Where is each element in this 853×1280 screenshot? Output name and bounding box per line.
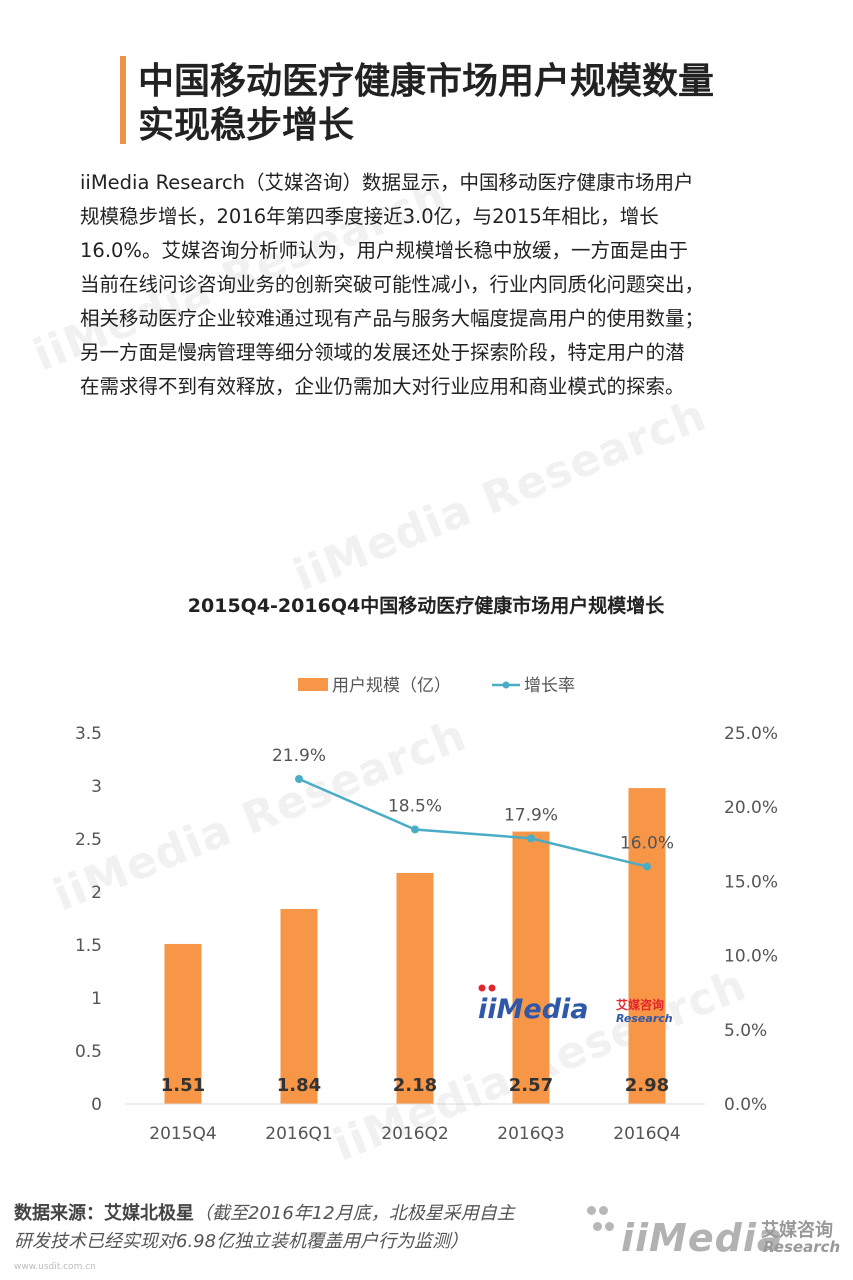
x-tick-label: 2016Q4	[613, 1124, 680, 1144]
body-line: 另一方面是慢病管理等细分领域的发展还处于探索阶段，特定用户的潜	[80, 341, 685, 364]
page-title-line: 中国移动医疗健康市场用户规模数量	[138, 61, 715, 102]
source-note: （截至2016年12月底，北极星采用自主	[194, 1203, 515, 1224]
body-line: 规模稳步增长，2016年第四季度接近3.0亿，与2015年相比，增长	[80, 205, 659, 228]
rate-point	[411, 825, 419, 834]
y-tick-right: 25.0%	[724, 724, 778, 744]
y-tick-left: 1	[91, 989, 102, 1009]
chart-center-logo: iiMedia 艾媒咨询 Research	[478, 984, 673, 1025]
body-line: 在需求得不到有效释放，企业仍需加大对行业应用和商业模式的探索。	[80, 375, 685, 398]
bar	[280, 908, 318, 1104]
logo-dot-icon	[478, 984, 486, 992]
logo-dot-icon	[488, 984, 496, 992]
bar-value-label: 1.84	[277, 1075, 321, 1096]
y-tick-right: 0.0%	[724, 1095, 767, 1115]
rate-value-label: 17.9%	[504, 805, 558, 825]
bar-value-label: 2.98	[625, 1075, 669, 1096]
logo-main-text: iiMedia	[621, 1216, 784, 1260]
y-tick-left: 3	[91, 777, 102, 797]
x-tick-label: 2016Q2	[381, 1124, 448, 1144]
bar-value-label: 1.51	[161, 1075, 205, 1096]
source-label: 数据来源：艾媒北极星	[14, 1203, 194, 1224]
y-tick-right: 5.0%	[724, 1021, 767, 1041]
body-paragraph: iiMedia Research（艾媒咨询）数据显示，中国移动医疗健康市场用户 …	[80, 166, 792, 404]
body-line: 相关移动医疗企业较难通过现有产品与服务大幅度提高用户的使用数量；	[80, 307, 705, 330]
chart-logo-main: iiMedia	[478, 994, 589, 1025]
title-accent-bar	[120, 56, 126, 144]
user-scale-chart: 2015Q4-2016Q4中国移动医疗健康市场用户规模增长 用户规模（亿） 增长…	[75, 594, 778, 1144]
growth-rate-line	[298, 777, 648, 868]
legend-line-marker	[502, 681, 510, 689]
y-tick-right: 15.0%	[724, 872, 778, 892]
y-tick-left: 1.5	[75, 936, 102, 956]
bar	[164, 943, 202, 1104]
x-tick-label: 2016Q3	[497, 1124, 564, 1144]
bar	[396, 872, 434, 1104]
y-axis-right: 0.0% 5.0% 10.0% 15.0% 20.0% 25.0%	[724, 724, 778, 1115]
chart-logo-cn: 艾媒咨询	[616, 997, 664, 1012]
bar-value-label: 2.57	[509, 1075, 553, 1096]
bar-series	[164, 788, 666, 1104]
rate-value-label: 21.9%	[272, 746, 326, 766]
y-axis-left: 0 0.5 1 1.5 2 2.5 3 3.5	[75, 724, 102, 1115]
body-line: iiMedia Research（艾媒咨询）数据显示，中国移动医疗健康市场用户	[80, 171, 694, 194]
logo-cn-text: 艾媒咨询	[761, 1220, 833, 1241]
page-title-line: 实现稳步增长	[138, 105, 355, 146]
y-tick-left: 0.5	[75, 1042, 102, 1062]
rate-point	[643, 862, 651, 871]
logo-en-text: Research	[763, 1238, 841, 1256]
footer-url: www.usdit.com.cn	[14, 1262, 96, 1272]
rate-value-label: 16.0%	[620, 834, 674, 854]
rate-point	[295, 775, 303, 784]
bar	[512, 831, 550, 1104]
rate-point	[527, 834, 535, 843]
brand-logo: iiMedia 艾媒咨询 Research	[585, 1200, 840, 1260]
watermark: iiMedia Research	[286, 389, 714, 602]
bar-data-labels: 1.51 1.84 2.18 2.57 2.98	[161, 1075, 669, 1096]
y-tick-right: 20.0%	[724, 798, 778, 818]
y-tick-left: 3.5	[75, 724, 102, 744]
body-line: 16.0%。艾媒咨询分析师认为，用户规模增长稳中放缓，一方面是由于	[80, 239, 688, 262]
growth-rate-points: 21.9% 18.5% 17.9% 16.0%	[272, 746, 674, 871]
bar-value-label: 2.18	[393, 1075, 437, 1096]
legend-bar-label: 用户规模（亿）	[332, 676, 451, 696]
y-tick-left: 0	[91, 1095, 102, 1115]
chart-logo-en: Research	[616, 1012, 673, 1025]
body-line: 当前在线问诊咨询业务的创新突破可能性减小，行业内同质化问题突出，	[80, 273, 705, 296]
data-source: 数据来源：艾媒北极星（截至2016年12月底，北极星采用自主 研发技术已经实现对…	[14, 1200, 594, 1256]
rate-value-label: 18.5%	[388, 796, 442, 816]
y-tick-left: 2	[91, 883, 102, 903]
y-tick-left: 2.5	[75, 830, 102, 850]
bar	[628, 788, 666, 1104]
x-tick-label: 2016Q1	[265, 1124, 332, 1144]
legend-bar-swatch	[298, 678, 328, 691]
chart-legend: 用户规模（亿） 增长率	[298, 676, 575, 696]
y-tick-right: 10.0%	[724, 947, 778, 967]
source-note: 研发技术已经实现对6.98亿独立装机覆盖用户行为监测）	[14, 1231, 469, 1252]
legend-line-label: 增长率	[524, 676, 575, 696]
page-title: 中国移动医疗健康市场用户规模数量 实现稳步增长	[138, 60, 818, 148]
x-tick-label: 2015Q4	[149, 1124, 216, 1144]
chart-title: 2015Q4-2016Q4中国移动医疗健康市场用户规模增长	[188, 594, 665, 617]
x-axis: 2015Q4 2016Q1 2016Q2 2016Q3 2016Q4	[149, 1124, 680, 1144]
